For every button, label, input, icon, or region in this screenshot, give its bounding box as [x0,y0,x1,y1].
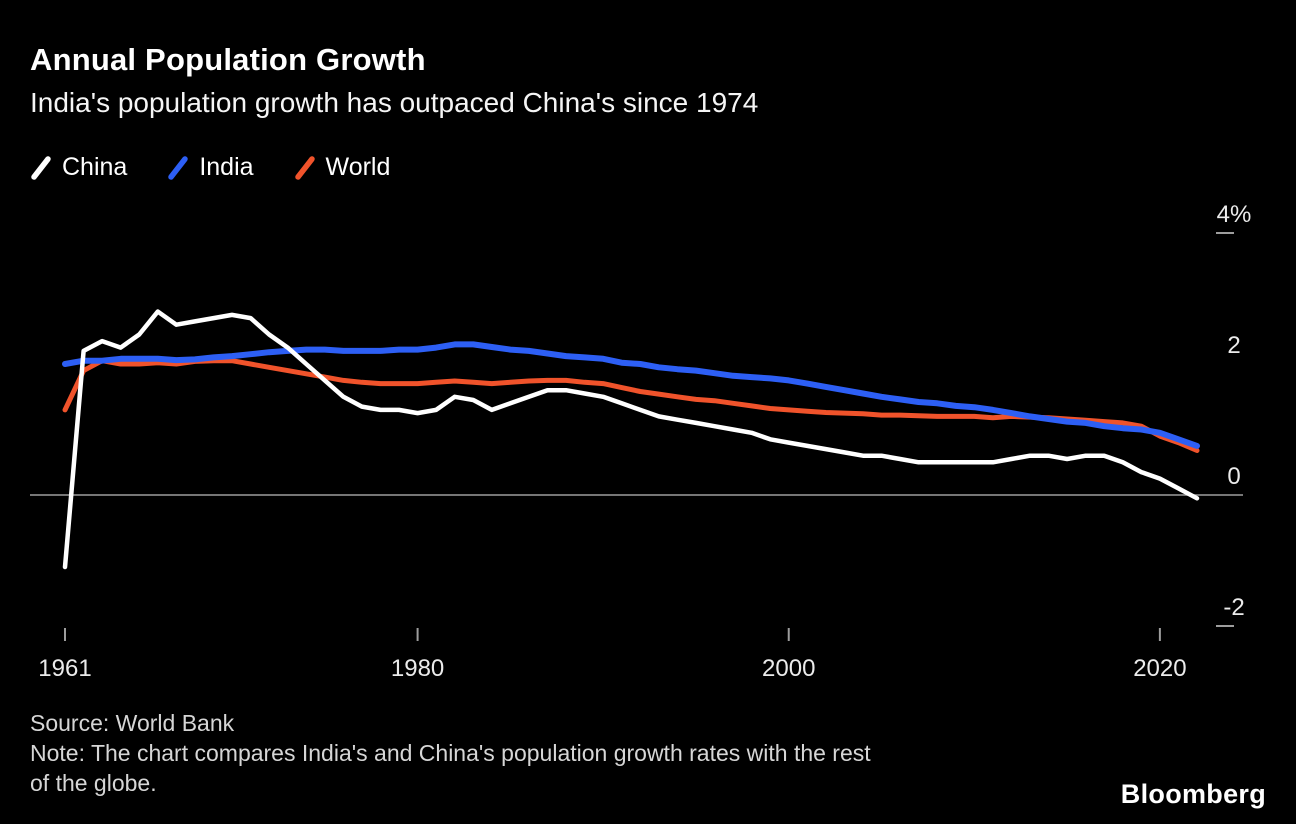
world-line-swatch-icon [294,155,315,180]
x-axis-label: 2020 [1133,655,1186,682]
x-axis-label: 1980 [391,655,444,682]
bloomberg-logo: Bloomberg [1120,779,1266,809]
series-line-world [62,358,1200,453]
chart-title: Annual Population Growth [30,42,426,77]
note-line-1: Note: The chart compares India's and Chi… [30,740,871,766]
y-axis-label: 2 [1227,332,1240,359]
series-line-india [62,341,1200,449]
legend: China India World [30,153,390,182]
y-axis-label: -2 [1223,594,1244,621]
y-axis-label: 0 [1227,463,1240,490]
footer: Source: World Bank Note: The chart compa… [30,708,871,798]
note-line-2: of the globe. [30,770,157,796]
y-axis-label: 4% [1217,201,1252,228]
legend-item-china: China [30,153,127,182]
china-line-swatch-icon [31,155,51,180]
series-line-china [62,309,1200,570]
chart-subtitle: India's population growth has outpaced C… [30,87,759,118]
legend-item-world: World [294,153,391,182]
source-text: Source: World Bank [30,710,235,736]
note-text: Note: The chart compares India's and Chi… [30,738,871,798]
x-axis-label: 2000 [762,655,815,682]
india-line-swatch-icon [168,155,189,180]
legend-label: China [62,153,128,181]
legend-label: India [199,153,254,181]
legend-label: World [325,153,391,181]
legend-item-india: India [167,153,254,182]
x-axis-label: 1961 [38,655,91,682]
